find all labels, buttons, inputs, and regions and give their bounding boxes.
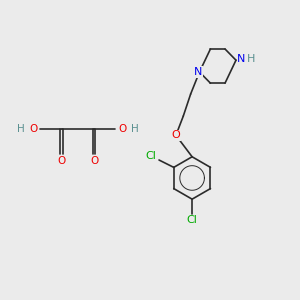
Text: O: O: [172, 130, 180, 140]
Text: O: O: [90, 156, 98, 166]
Text: O: O: [29, 124, 37, 134]
Text: H: H: [247, 54, 256, 64]
Text: H: H: [131, 124, 139, 134]
Text: H: H: [17, 124, 25, 134]
Text: N: N: [194, 67, 202, 77]
Text: N: N: [237, 54, 245, 64]
Text: Cl: Cl: [145, 152, 156, 161]
Text: Cl: Cl: [187, 215, 197, 225]
Text: O: O: [118, 124, 127, 134]
Text: O: O: [58, 156, 66, 166]
